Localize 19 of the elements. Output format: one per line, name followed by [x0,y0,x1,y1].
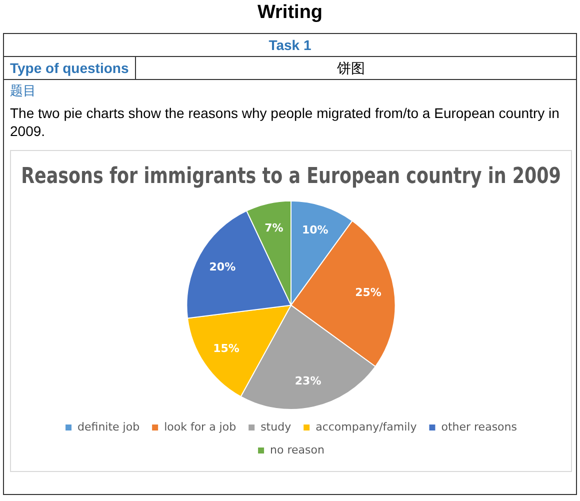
data-label: 20% [209,260,236,274]
legend-label: other reasons [441,420,518,434]
legend-label: study [260,420,292,434]
text: 题目 [9,82,37,100]
data-label: 25% [355,286,382,299]
data-label: 7% [264,222,284,235]
data-label: 15% [213,342,240,356]
legend-label: accompany/family [316,420,418,434]
data-label: 23% [294,374,322,388]
text: Writing [256,1,324,25]
text: Type of questions [4,57,136,79]
text: Task 1 [4,34,576,57]
text: The two pie charts show the reasons why people migrated from/to a European country in 2009. [9,104,560,140]
legend-label: definite job [78,420,140,434]
text: 饼图 [336,59,366,78]
legend-label: look for a job [164,420,236,434]
legend-label: no reason [270,443,324,456]
data-label: 10% [302,224,328,237]
chart-title: Reasons for immigrants to a European country in 2009 [21,162,561,188]
